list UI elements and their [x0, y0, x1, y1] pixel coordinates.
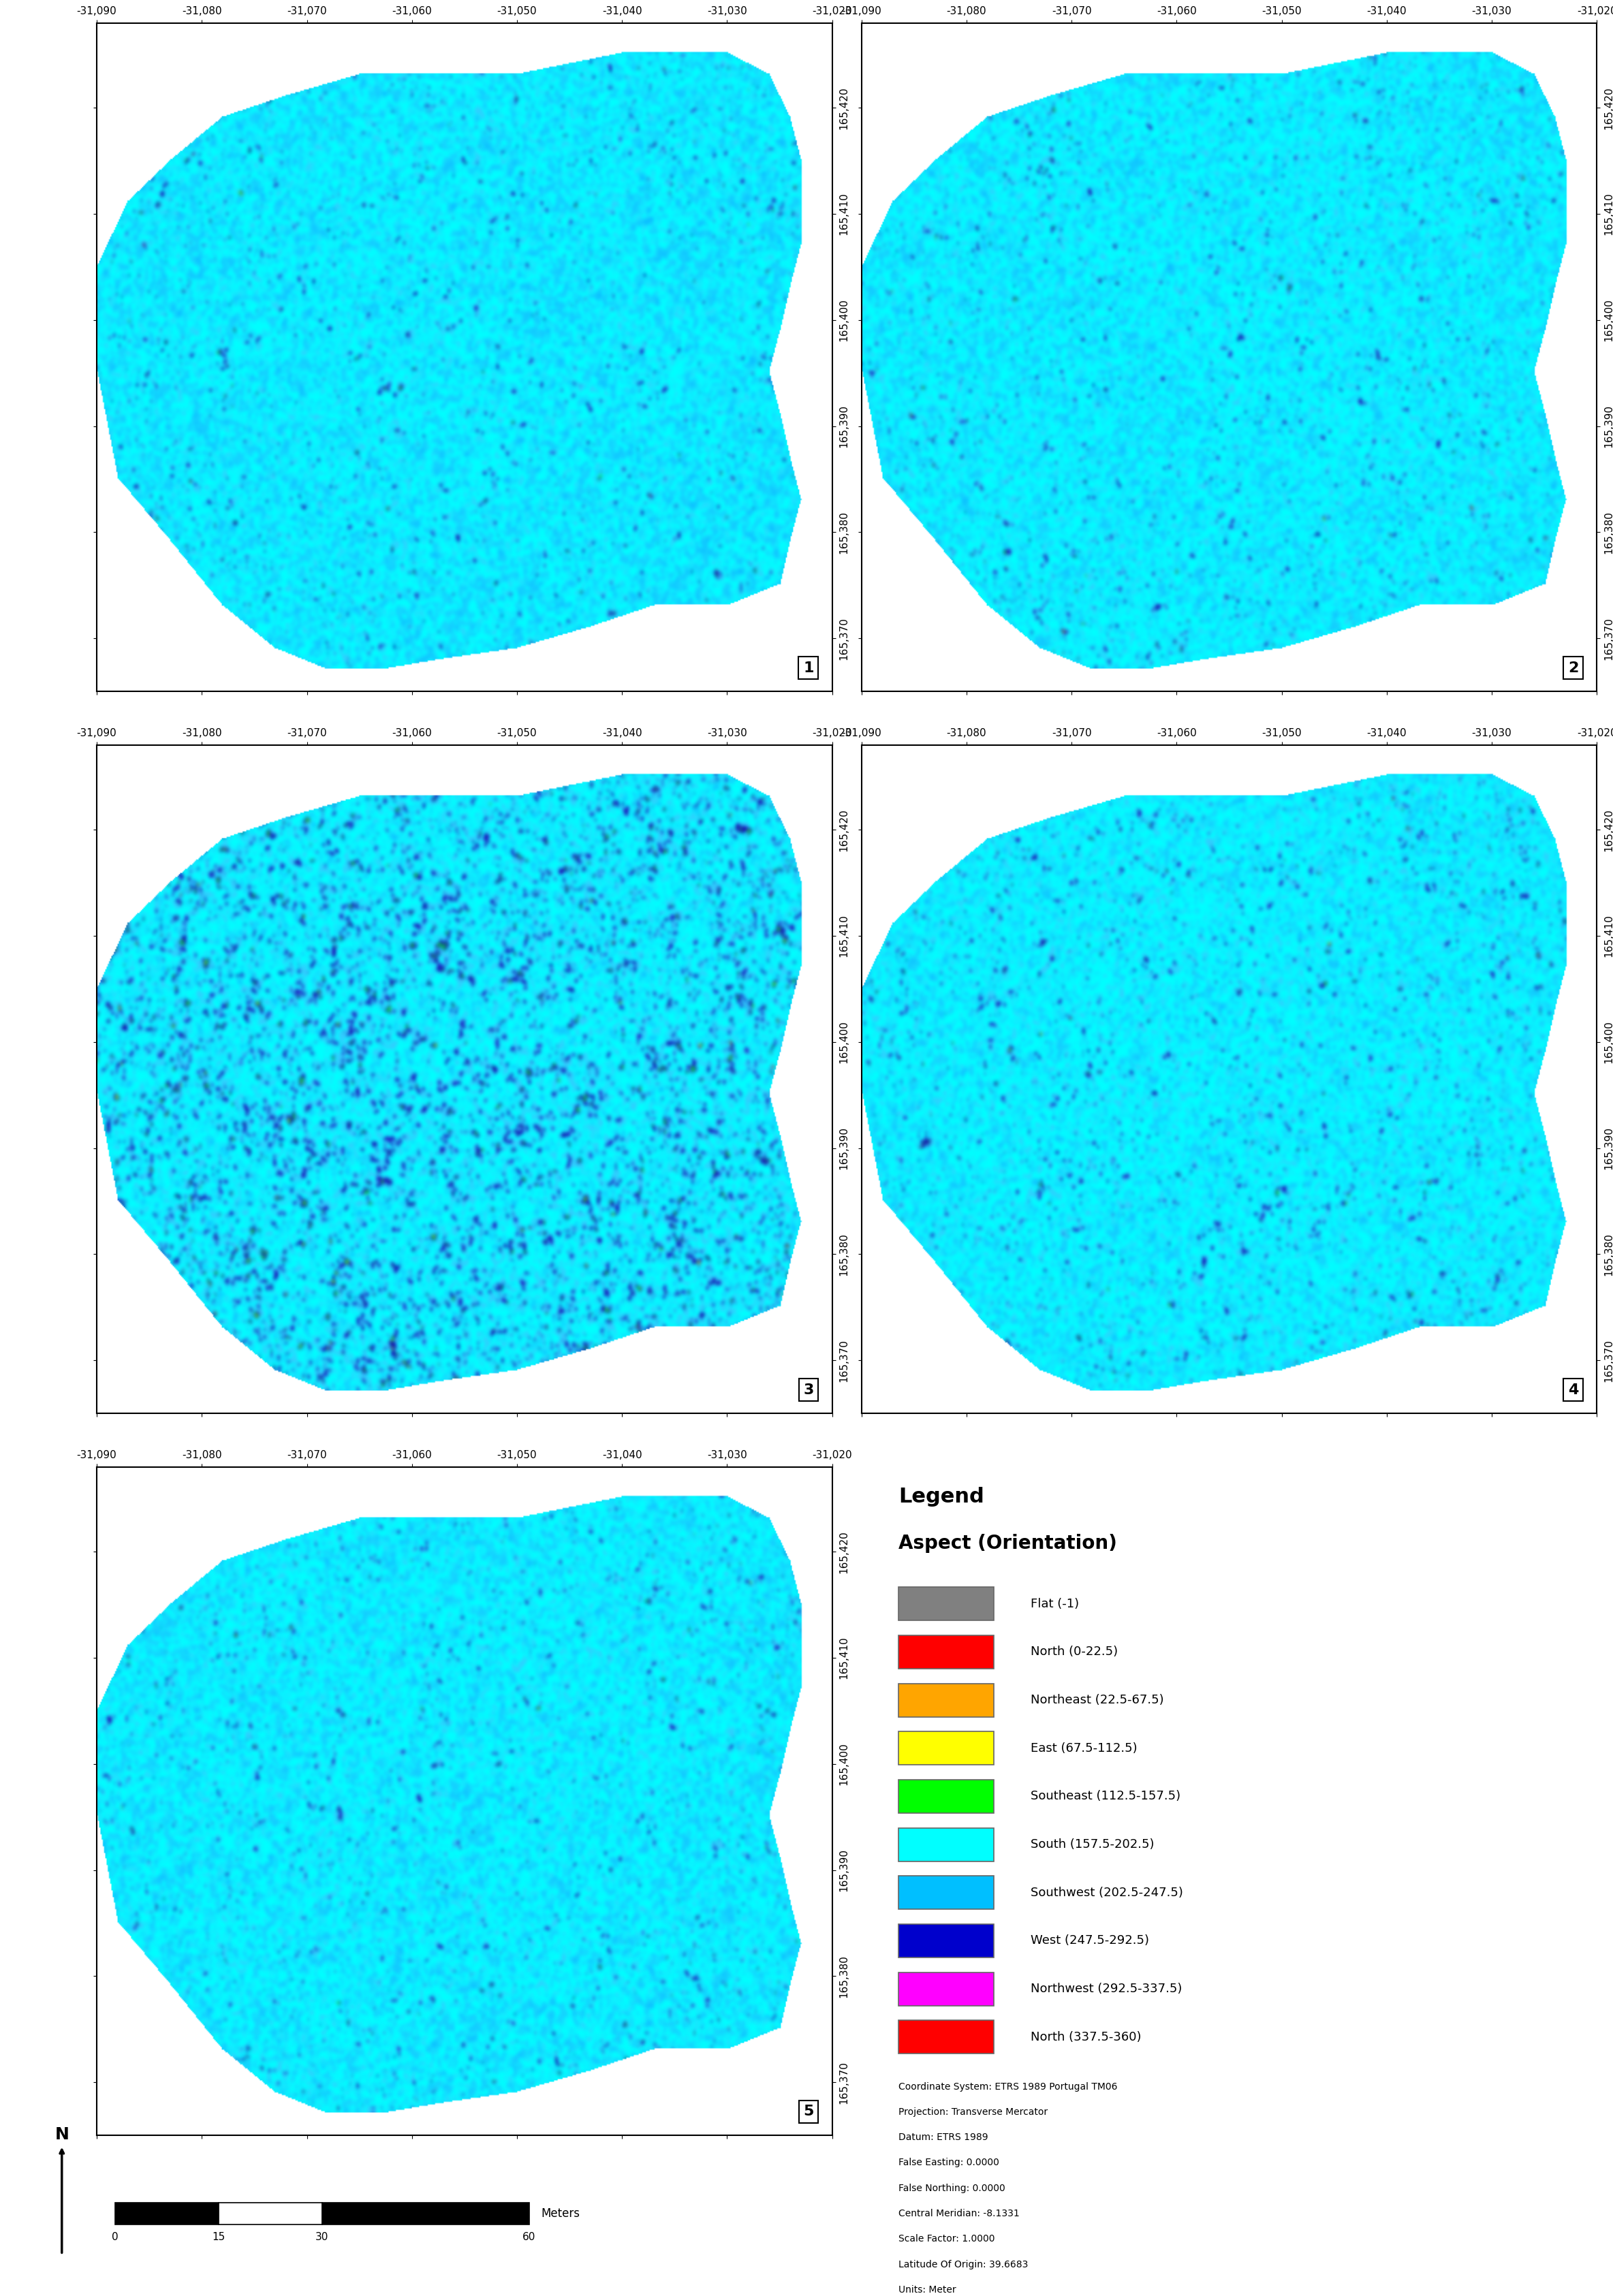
FancyBboxPatch shape — [898, 1779, 994, 1814]
Text: Units: Meter: Units: Meter — [898, 2285, 957, 2294]
FancyBboxPatch shape — [898, 1972, 994, 2007]
Text: N: N — [55, 2126, 69, 2142]
Text: Projection: Transverse Mercator: Projection: Transverse Mercator — [898, 2108, 1047, 2117]
FancyBboxPatch shape — [898, 1635, 994, 1669]
FancyBboxPatch shape — [898, 1828, 994, 1862]
Text: Scale Factor: 1.0000: Scale Factor: 1.0000 — [898, 2234, 995, 2243]
Text: 60: 60 — [523, 2232, 536, 2243]
FancyBboxPatch shape — [898, 2020, 994, 2053]
Text: 30: 30 — [316, 2232, 329, 2243]
Text: North (337.5-360): North (337.5-360) — [1031, 2032, 1142, 2043]
Text: 5: 5 — [803, 2105, 813, 2119]
Text: 1: 1 — [803, 661, 813, 675]
Bar — [115, 2202, 219, 2225]
FancyBboxPatch shape — [898, 1731, 994, 1766]
Text: East (67.5-112.5): East (67.5-112.5) — [1031, 1743, 1137, 1754]
Text: West (247.5-292.5): West (247.5-292.5) — [1031, 1936, 1148, 1947]
Text: Flat (-1): Flat (-1) — [1031, 1598, 1079, 1609]
Bar — [323, 2202, 529, 2225]
Text: Central Meridian: -8.1331: Central Meridian: -8.1331 — [898, 2209, 1019, 2218]
Bar — [219, 2202, 323, 2225]
FancyBboxPatch shape — [898, 1876, 994, 1910]
Text: Meters: Meters — [540, 2206, 579, 2220]
Text: Southwest (202.5-247.5): Southwest (202.5-247.5) — [1031, 1887, 1184, 1899]
Text: 4: 4 — [1568, 1382, 1579, 1396]
Text: South (157.5-202.5): South (157.5-202.5) — [1031, 1839, 1155, 1851]
Text: Datum: ETRS 1989: Datum: ETRS 1989 — [898, 2133, 987, 2142]
Text: Aspect (Orientation): Aspect (Orientation) — [898, 1534, 1116, 1552]
Text: False Northing: 0.0000: False Northing: 0.0000 — [898, 2183, 1005, 2193]
Text: Legend: Legend — [898, 1488, 984, 1506]
Text: False Easting: 0.0000: False Easting: 0.0000 — [898, 2158, 998, 2167]
Text: Northwest (292.5-337.5): Northwest (292.5-337.5) — [1031, 1984, 1182, 1995]
Text: 3: 3 — [803, 1382, 813, 1396]
Text: 15: 15 — [211, 2232, 226, 2243]
Text: Coordinate System: ETRS 1989 Portugal TM06: Coordinate System: ETRS 1989 Portugal TM… — [898, 2082, 1118, 2092]
FancyBboxPatch shape — [898, 1587, 994, 1621]
Text: Latitude Of Origin: 39.6683: Latitude Of Origin: 39.6683 — [898, 2259, 1027, 2268]
Text: 0: 0 — [111, 2232, 118, 2243]
Text: Northeast (22.5-67.5): Northeast (22.5-67.5) — [1031, 1694, 1165, 1706]
Text: 2: 2 — [1568, 661, 1579, 675]
FancyBboxPatch shape — [898, 1683, 994, 1717]
Text: Southeast (112.5-157.5): Southeast (112.5-157.5) — [1031, 1791, 1181, 1802]
FancyBboxPatch shape — [898, 1924, 994, 1958]
Text: North (0-22.5): North (0-22.5) — [1031, 1646, 1118, 1658]
